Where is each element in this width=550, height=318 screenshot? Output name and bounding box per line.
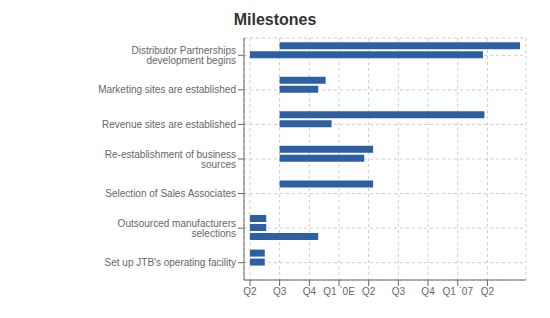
svg-text:Distributor Partnershipsdevelo: Distributor Partnershipsdevelopment begi… [132,45,236,66]
html-text:Milestones: Milestones [233,11,317,28]
svg-text:Selection of Sales Associates: Selection of Sales Associates [105,188,236,199]
svg-text:Q4: Q4 [421,286,435,297]
svg-text:Outsourced manufacturersselect: Outsourced manufacturersselections [118,218,236,239]
svg-text:Re-establishment of businessso: Re-establishment of businesssources [105,149,236,170]
svg-text:Marketing sites are establishe: Marketing sites are established [98,84,236,95]
svg-text:Q3: Q3 [273,286,287,297]
svg-text:Q2: Q2 [243,286,257,297]
svg-text:Q2: Q2 [481,286,495,297]
svg-text:Q1 `07: Q1 `07 [442,286,473,297]
svg-text:Revenue sites are established: Revenue sites are established [102,119,236,130]
svg-text:Q2: Q2 [362,286,376,297]
svg-text:Set up JTB's operating facilit: Set up JTB's operating facility [105,257,236,268]
svg-text:Q1 `0E: Q1 `0E [323,286,355,297]
svg-text:Q4: Q4 [303,286,317,297]
svg-text:Q3: Q3 [392,286,406,297]
